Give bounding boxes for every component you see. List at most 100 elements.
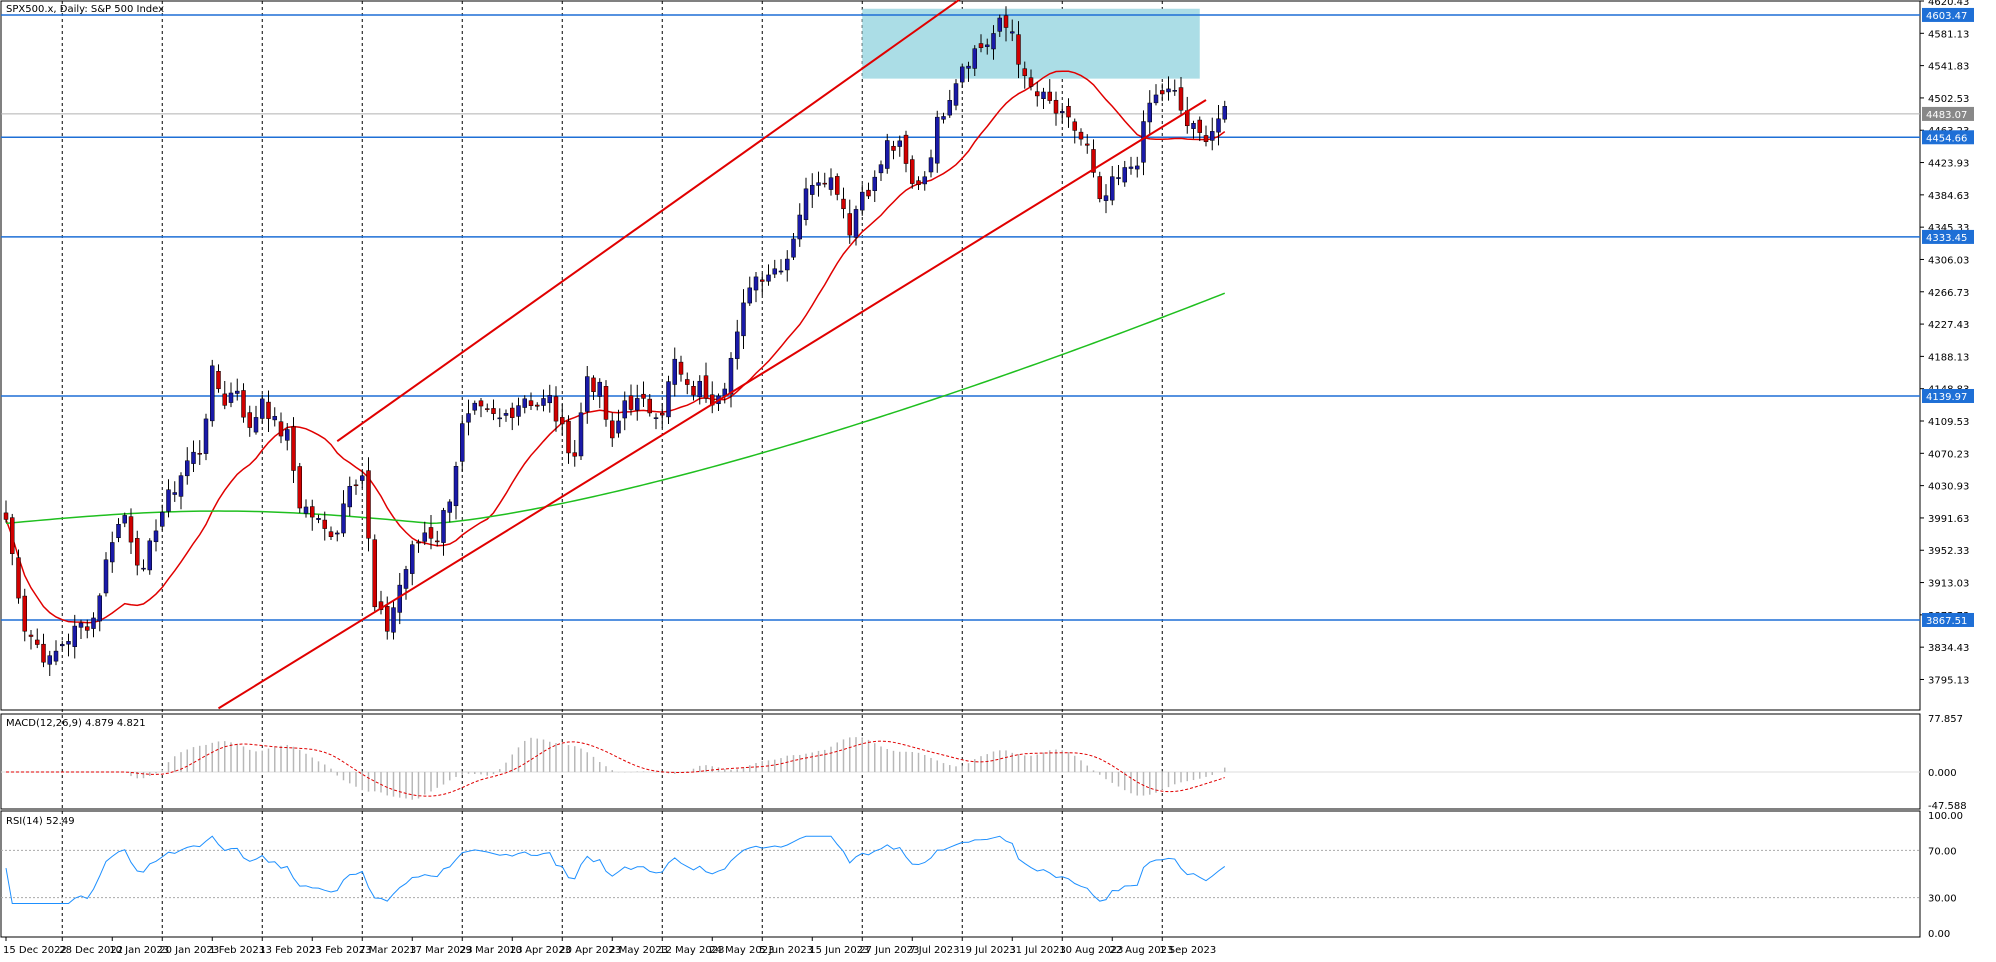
candle-body: [510, 407, 515, 418]
candle-body: [1097, 176, 1102, 199]
candle-body: [47, 655, 52, 665]
candle-body: [1110, 176, 1115, 201]
candle-body: [310, 506, 315, 518]
candle-body: [241, 390, 246, 418]
candle-body: [847, 213, 852, 236]
candle-body: [791, 238, 796, 258]
candle-body: [616, 420, 621, 434]
candle-body: [560, 417, 565, 425]
candle-body: [660, 412, 665, 416]
level-price-tag: [1922, 7, 1974, 22]
candle-body: [185, 460, 190, 477]
candle-body: [147, 540, 152, 571]
price-tick-label: 3952.33: [1928, 546, 1969, 557]
price-tick-label: 4227.43: [1928, 320, 1969, 331]
candle-body: [328, 531, 334, 537]
price-tick-label: 3991.63: [1928, 514, 1969, 525]
current-price-tag: [1922, 106, 1974, 121]
candle-body: [772, 268, 777, 275]
candle-body: [128, 516, 134, 543]
candle-body: [1191, 123, 1196, 129]
candle-body: [41, 643, 46, 663]
candle-body: [841, 198, 846, 210]
candle-body: [1166, 88, 1171, 93]
candle-body: [741, 302, 746, 337]
candle-body: [1078, 131, 1084, 140]
candle-body: [878, 164, 884, 174]
candle-body: [535, 404, 540, 407]
level-price-tag: [1922, 388, 1974, 403]
moving-averages: [5, 70, 1226, 624]
trend-channel: [217, 0, 1207, 710]
price-tick-label: 4345.33: [1928, 223, 1969, 234]
candle-body: [478, 400, 484, 407]
macd-tick-label: 77.857: [1928, 714, 1963, 725]
candle-body: [53, 650, 59, 662]
rsi-tick-label: 0.00: [1928, 929, 1950, 940]
time-tick-label: 29 Mar 2023: [459, 945, 522, 956]
candle-body: [435, 540, 440, 543]
candle-body: [285, 429, 290, 441]
time-tick-label: 17 Mar 2023: [409, 945, 472, 956]
rsi-tick-label: 100.00: [1928, 811, 1963, 822]
candle-body: [816, 182, 821, 186]
candle-body: [1010, 31, 1015, 34]
candle-body: [322, 519, 327, 529]
candle-body: [178, 475, 184, 497]
candle-body: [335, 532, 340, 535]
candle-body: [528, 400, 534, 406]
candle-body: [91, 617, 96, 629]
candle-body: [760, 279, 765, 282]
candle-body: [316, 518, 321, 520]
time-tick-label: 31 Jul 2023: [1009, 945, 1066, 956]
candle-body: [10, 517, 15, 554]
candle-body: [678, 361, 684, 375]
rsi-tick-label: 70.00: [1928, 846, 1957, 857]
candle-body: [641, 393, 646, 399]
candle-body: [860, 191, 865, 211]
time-tick-label: 1 Sep 2023: [1159, 945, 1216, 956]
candle-body: [460, 423, 465, 462]
candle-body: [691, 386, 696, 396]
candle-body: [797, 214, 802, 240]
time-tick-label: 20 Jan 2023: [159, 945, 219, 956]
candle-body: [303, 506, 309, 514]
candle-body: [922, 176, 927, 185]
candle-body: [897, 140, 902, 147]
candle-body: [22, 595, 27, 632]
candle-body: [210, 365, 215, 422]
candle-body: [347, 486, 352, 508]
price-tick-label: 4070.23: [1928, 449, 1969, 460]
candle-body: [666, 381, 671, 418]
price-tick-label: 4030.93: [1928, 482, 1969, 493]
candle-body: [222, 393, 227, 406]
candle-body: [1066, 105, 1071, 118]
candle-body: [597, 381, 602, 397]
price-axis: 4620.434581.134541.834502.534463.234423.…: [1920, 0, 1974, 940]
time-tick-label: 7 Mar 2023: [359, 945, 416, 956]
candle-body: [391, 607, 396, 633]
candle-body: [522, 398, 527, 408]
candle-body: [172, 492, 177, 495]
candle-body: [1128, 166, 1134, 169]
candle-body: [1147, 102, 1152, 123]
level-price-tag: [1922, 229, 1974, 244]
candle-body: [547, 395, 552, 404]
candle-body: [272, 416, 277, 421]
time-tick-label: 23 Feb 2023: [309, 945, 371, 956]
level-price-tag: [1922, 130, 1974, 145]
candle-body: [566, 420, 571, 454]
candle-body: [197, 453, 202, 455]
time-tick-label: 2 May 2023: [609, 945, 668, 956]
candle-body: [866, 189, 871, 197]
candles: [3, 6, 1227, 677]
candle-body: [628, 395, 634, 410]
macd-title: MACD(12,26,9) 4.879 4.821: [6, 718, 146, 729]
candle-body: [160, 511, 165, 527]
candle-body: [903, 134, 909, 164]
time-tick-label: 15 Dec 2022: [3, 945, 67, 956]
candle-body: [472, 402, 477, 411]
rsi-panel-frame: [0, 810, 1921, 938]
candle-body: [960, 66, 965, 83]
